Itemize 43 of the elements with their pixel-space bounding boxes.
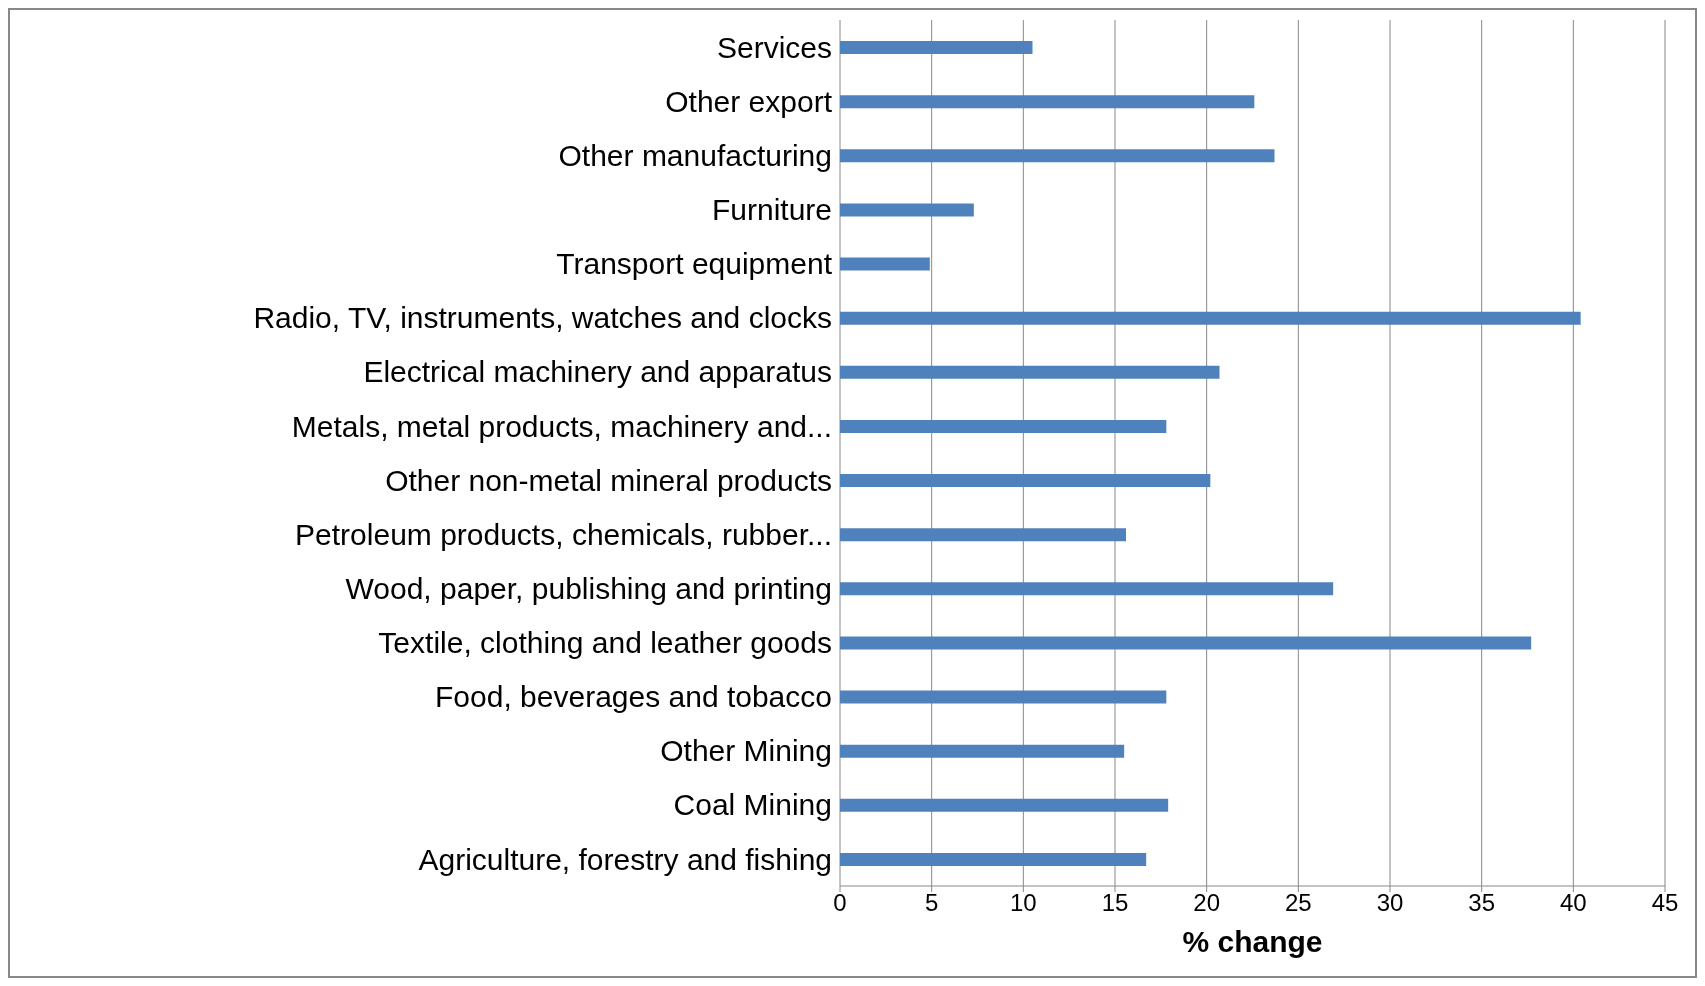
y-tick-label: Other manufacturing: [558, 138, 832, 172]
y-tick-label: Agriculture, forestry and fishing: [418, 842, 832, 876]
y-tick-label: Wood, paper, publishing and printing: [345, 571, 832, 605]
x-tick-label: 5: [924, 889, 939, 917]
bar: [840, 149, 1275, 163]
x-tick-label: 10: [1009, 889, 1037, 917]
bar: [840, 41, 1033, 54]
bar: [840, 744, 1125, 758]
y-tick-label: Textile, clothing and leather goods: [378, 626, 832, 660]
y-tick-label: Furniture: [711, 193, 832, 227]
bar: [840, 636, 1532, 650]
y-tick-label: Food, beverages and tobacco: [435, 680, 832, 714]
bar: [840, 257, 930, 271]
bar: [840, 528, 1126, 542]
y-tick-label: Other non-metal mineral products: [385, 463, 832, 497]
bar: [840, 203, 974, 217]
x-tick-label: 15: [1101, 889, 1129, 917]
bar: [840, 852, 1147, 866]
x-tick-label: 20: [1193, 889, 1221, 917]
y-tick-label: Transport equipment: [556, 247, 833, 281]
x-tick-label: 0: [833, 889, 847, 917]
bar: [840, 95, 1255, 109]
y-tick-label: Metals, metal products, machinery and...: [291, 409, 832, 443]
y-tick-label: Petroleum products, chemicals, rubber...: [295, 517, 832, 551]
bar: [840, 311, 1581, 325]
bar: [840, 582, 1334, 596]
x-tick-label: 40: [1559, 889, 1587, 917]
x-tick-label: 45: [1651, 889, 1679, 917]
y-tick-label: Other Mining: [660, 734, 832, 768]
y-tick-label: Coal Mining: [673, 788, 832, 822]
bar: [840, 690, 1167, 704]
bar: [840, 798, 1169, 812]
x-axis-title: % change: [1182, 925, 1323, 958]
bar: [840, 365, 1220, 379]
bar: [840, 474, 1211, 487]
x-tick-label: 35: [1468, 889, 1496, 917]
x-tick-label: 30: [1376, 889, 1404, 917]
x-tick-label: 25: [1284, 889, 1312, 917]
y-tick-label: Other export: [665, 84, 833, 118]
y-tick-label: Radio, TV, instruments, watches and clocks: [253, 301, 832, 335]
y-tick-label: Electrical machinery and apparatus: [363, 355, 832, 389]
bar: [840, 419, 1167, 433]
y-tick-label: Services: [716, 30, 832, 64]
